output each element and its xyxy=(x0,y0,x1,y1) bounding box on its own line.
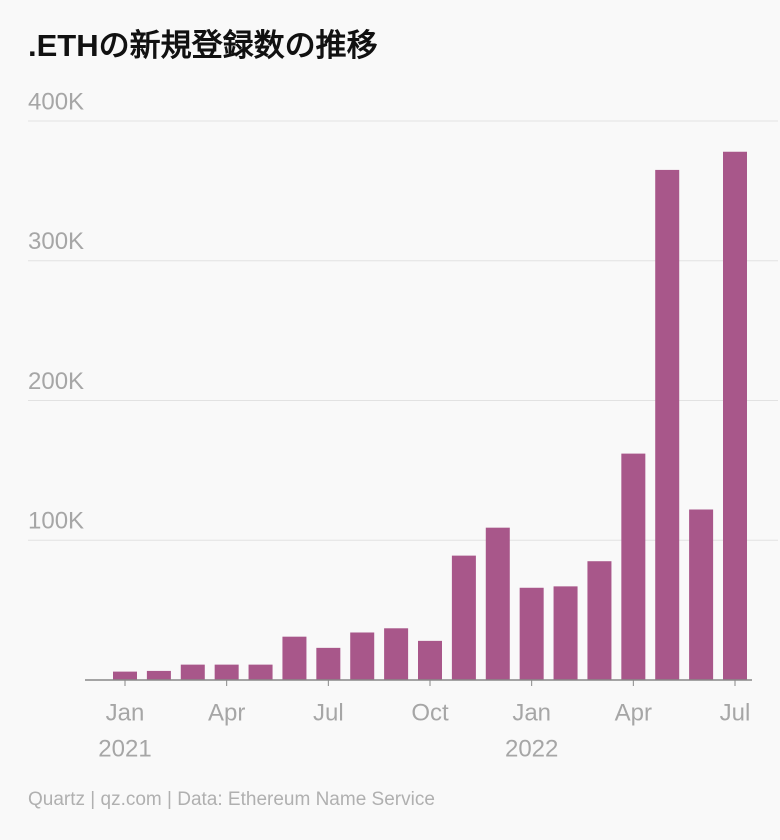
bar xyxy=(587,561,612,680)
bar xyxy=(418,640,442,680)
bar xyxy=(113,671,137,680)
bar xyxy=(214,664,239,680)
bar xyxy=(553,586,578,680)
bar xyxy=(350,632,375,680)
x-tick-label: Jan xyxy=(106,699,145,726)
bar xyxy=(723,151,747,680)
x-year-label: 2022 xyxy=(505,735,558,762)
bar xyxy=(316,647,341,680)
chart-title: .ETHの新規登録数の推移 xyxy=(28,28,378,63)
x-tick-label: Jul xyxy=(313,699,344,726)
y-tick-label: 100K xyxy=(28,508,84,535)
bar xyxy=(282,636,307,680)
source-note: Quartz | qz.com | Data: Ethereum Name Se… xyxy=(28,789,435,810)
bar xyxy=(621,453,646,680)
x-year-label: 2021 xyxy=(98,735,151,762)
bar xyxy=(689,509,714,680)
bar xyxy=(384,628,409,680)
y-tick-label: 400K xyxy=(28,88,84,115)
bar xyxy=(248,664,273,680)
bar xyxy=(655,169,680,680)
bar xyxy=(519,587,544,680)
x-tick-label: Jul xyxy=(720,699,751,726)
x-tick-label: Oct xyxy=(411,699,449,726)
y-tick-label: 300K xyxy=(28,228,84,255)
bar xyxy=(146,670,171,680)
bar xyxy=(451,555,476,680)
bar xyxy=(485,527,510,680)
x-tick-label: Apr xyxy=(615,699,652,726)
x-tick-label: Jan xyxy=(512,699,551,726)
bar xyxy=(180,664,205,680)
y-tick-label: 200K xyxy=(28,368,84,395)
x-tick-label: Apr xyxy=(208,699,245,726)
